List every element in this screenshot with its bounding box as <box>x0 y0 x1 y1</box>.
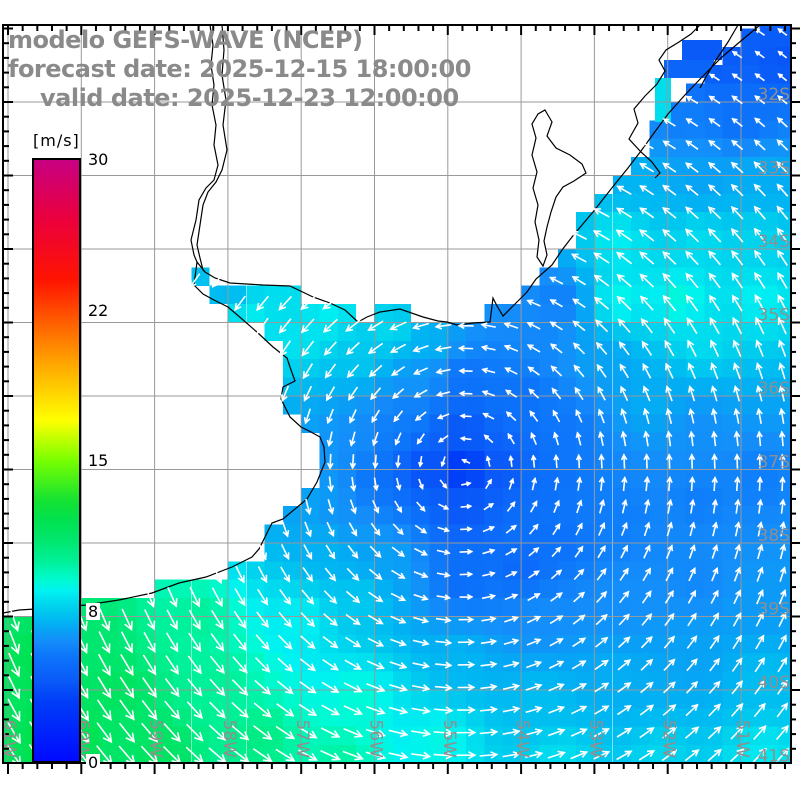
lat-label: 32S <box>758 85 790 105</box>
colorbar-tick-label: 30 <box>86 150 111 169</box>
map-frame <box>2 24 800 774</box>
lon-label: 58W <box>219 720 239 759</box>
colorbar-tick-label: 15 <box>86 451 111 470</box>
colorbar-tick-label: 8 <box>86 602 101 621</box>
lon-label: 52W <box>659 720 679 759</box>
lat-label: 34S <box>758 232 790 252</box>
colorbar-tick-label: 0 <box>86 753 101 772</box>
lat-label: 35S <box>758 306 790 326</box>
colorbar-gradient <box>34 160 79 761</box>
lat-label: 41S <box>758 747 790 767</box>
grid-lines <box>3 25 791 764</box>
lat-label: 40S <box>758 673 790 693</box>
wind-arrows <box>6 27 790 767</box>
lon-label: 56W <box>366 720 386 759</box>
lat-label: 37S <box>758 453 790 473</box>
colorbar <box>32 158 81 763</box>
lon-label: 53W <box>585 720 605 759</box>
coastline <box>2 24 761 614</box>
colorbar-tick-label: 22 <box>86 301 111 320</box>
lon-label: 59W <box>146 720 166 759</box>
lon-label: 57W <box>292 720 312 759</box>
lat-label: 36S <box>758 379 790 399</box>
lat-label: 39S <box>758 600 790 620</box>
lon-label: 55W <box>439 720 459 759</box>
lon-label: 54W <box>512 720 532 759</box>
lon-label: 51W <box>732 720 752 759</box>
lat-label: 33S <box>758 159 790 179</box>
colorbar-unit-label: [m/s] <box>33 131 80 150</box>
lat-label: 38S <box>758 526 790 546</box>
lon-label: 61W <box>0 720 19 759</box>
